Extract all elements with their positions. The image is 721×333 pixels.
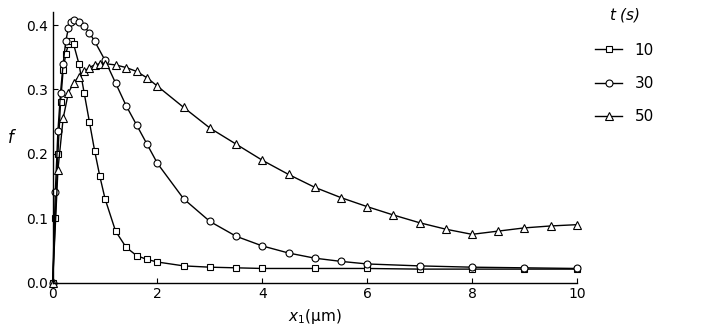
10 — [122, 245, 131, 249]
50 — [337, 195, 345, 199]
30 — [520, 266, 528, 270]
10 — [69, 42, 78, 46]
30 — [61, 39, 70, 43]
10 — [258, 266, 267, 270]
10 — [80, 91, 89, 95]
10 — [572, 267, 581, 271]
50 — [122, 66, 131, 70]
10 — [95, 174, 104, 178]
30 — [180, 197, 188, 201]
50 — [258, 158, 267, 162]
30 — [337, 259, 345, 263]
30 — [205, 219, 214, 223]
50 — [389, 213, 398, 217]
10 — [205, 265, 214, 269]
10 — [56, 100, 65, 104]
50 — [74, 75, 83, 79]
30 — [143, 142, 151, 146]
50 — [53, 168, 62, 172]
30 — [59, 62, 68, 66]
10 — [132, 254, 141, 258]
10 — [180, 264, 188, 268]
50 — [64, 91, 73, 95]
30 — [101, 58, 110, 62]
10 — [468, 267, 477, 271]
30 — [64, 26, 73, 30]
30 — [56, 91, 65, 95]
50 — [231, 142, 240, 146]
10 — [111, 229, 120, 233]
10 — [53, 152, 62, 156]
50 — [415, 221, 424, 225]
30 — [468, 265, 477, 269]
10 — [153, 260, 162, 264]
50 — [48, 281, 57, 285]
Line: 30: 30 — [49, 16, 580, 286]
10 — [74, 62, 83, 66]
Y-axis label: $f$: $f$ — [7, 130, 17, 148]
50 — [95, 62, 104, 66]
50 — [132, 69, 141, 73]
50 — [520, 226, 528, 230]
30 — [132, 123, 141, 127]
50 — [363, 205, 371, 209]
Line: 10: 10 — [50, 38, 580, 286]
50 — [205, 126, 214, 130]
10 — [231, 266, 240, 270]
30 — [258, 244, 267, 248]
30 — [74, 20, 83, 24]
30 — [66, 20, 75, 24]
10 — [415, 267, 424, 271]
30 — [311, 256, 319, 260]
Legend: 10, 30, 50: 10, 30, 50 — [595, 6, 654, 124]
10 — [85, 120, 94, 124]
50 — [441, 227, 450, 231]
50 — [284, 172, 293, 176]
30 — [90, 39, 99, 43]
50 — [143, 76, 151, 80]
50 — [153, 84, 162, 88]
10 — [59, 68, 68, 72]
10 — [48, 281, 57, 285]
50 — [494, 229, 503, 233]
30 — [122, 104, 131, 108]
50 — [59, 117, 68, 121]
10 — [61, 52, 70, 56]
50 — [80, 69, 89, 73]
50 — [468, 232, 477, 236]
30 — [53, 129, 62, 133]
10 — [143, 257, 151, 261]
10 — [51, 216, 60, 220]
10 — [520, 267, 528, 271]
50 — [111, 63, 120, 67]
30 — [51, 190, 60, 194]
30 — [415, 264, 424, 268]
30 — [284, 251, 293, 255]
50 — [69, 81, 78, 85]
30 — [231, 234, 240, 238]
30 — [80, 24, 89, 28]
Line: 50: 50 — [49, 60, 580, 286]
30 — [69, 18, 78, 22]
30 — [85, 31, 94, 35]
30 — [153, 162, 162, 166]
X-axis label: $x_1$(μm): $x_1$(μm) — [288, 307, 342, 326]
10 — [64, 42, 73, 46]
10 — [90, 149, 99, 153]
50 — [85, 66, 94, 70]
50 — [572, 223, 581, 227]
50 — [547, 224, 555, 228]
50 — [101, 62, 110, 66]
50 — [90, 63, 99, 67]
50 — [180, 106, 188, 110]
10 — [66, 39, 75, 43]
50 — [311, 185, 319, 189]
10 — [363, 266, 371, 270]
30 — [363, 262, 371, 266]
10 — [101, 197, 110, 201]
10 — [311, 266, 319, 270]
30 — [111, 81, 120, 85]
30 — [572, 266, 581, 270]
30 — [48, 281, 57, 285]
